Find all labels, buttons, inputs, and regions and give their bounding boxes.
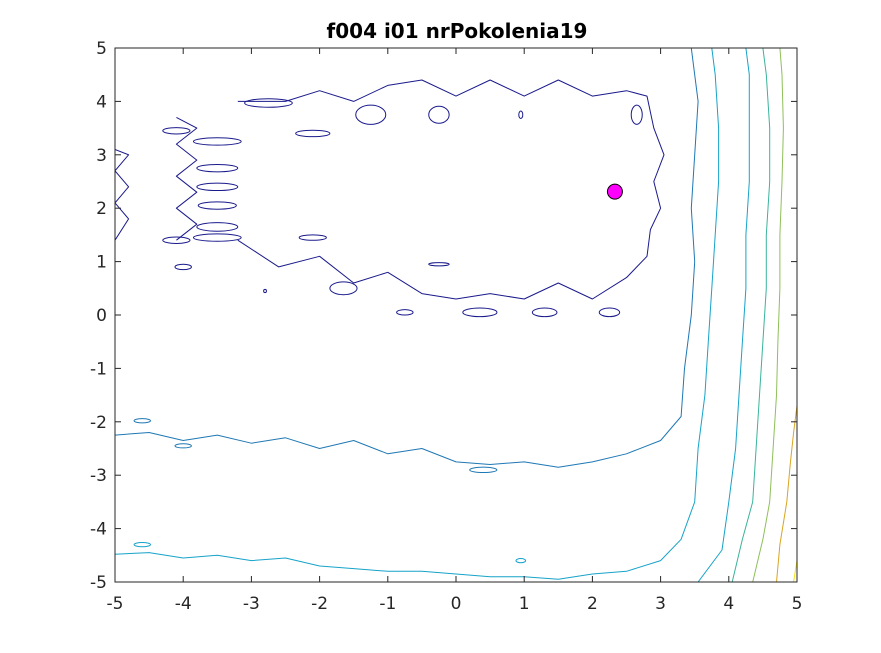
contour-line-level1 [115,149,130,241]
contour-island [469,466,498,474]
contour-island [295,129,331,138]
y-tick-label: -5 [90,573,107,593]
contour-island [192,233,242,242]
contour-island [192,137,242,146]
contour-line-level3 [697,48,750,582]
contour-island [196,182,239,192]
x-tick-label: 3 [655,594,666,614]
contour-line-level1 [175,116,198,241]
contour-island [196,163,239,173]
y-tick-label: -1 [90,359,107,379]
y-tick-label: -3 [90,466,107,486]
x-tick-label: -1 [379,594,396,614]
contour-island [630,104,643,125]
contour-island [396,309,414,316]
best-point-marker [606,183,623,200]
y-tick-label: 1 [96,253,107,273]
chart-title: f004 i01 nrPokolenia19 [327,19,588,43]
y-tick-label: -2 [90,413,107,433]
contour-island [196,222,239,232]
x-tick-label: 2 [587,594,598,614]
contour-island [197,201,237,210]
contour-island [263,288,267,294]
y-tick-label: 5 [96,39,107,59]
x-tick-label: -3 [243,594,260,614]
contour-island [133,542,151,548]
x-tick-label: -4 [175,594,192,614]
contour-island [428,105,450,124]
x-tick-label: -5 [107,594,124,614]
contour-island [428,262,450,267]
x-tick-label: 0 [451,594,462,614]
contour-island [298,234,327,241]
contour-island [462,307,498,318]
y-axis-ticks: 5 4 3 2 1 0 -1 -2 -3 -4 -5 [90,39,797,593]
contour-island [162,236,191,244]
contour-island [133,418,151,424]
contour-island [162,127,191,135]
contour-lines [115,48,797,582]
x-tick-label: 5 [792,594,803,614]
y-tick-label: 3 [96,146,107,166]
contour-island [518,110,524,119]
contour-line-level6 [776,405,797,582]
contour-island [329,281,358,296]
y-tick-label: -4 [90,520,107,540]
contour-line-level4 [731,48,771,582]
contour-island [531,307,558,318]
contour-island [174,443,192,449]
contour-island [515,558,527,564]
contour-line-level1 [237,79,665,300]
y-tick-label: 4 [96,92,107,112]
contour-line-level3 [115,48,720,580]
contour-line-level5 [752,48,784,582]
contour-island [355,104,387,125]
x-tick-label: 1 [519,594,530,614]
contour-island [598,307,621,318]
x-tick-label: 4 [723,594,734,614]
x-axis-ticks: -5 -4 -3 -2 -1 0 1 2 3 4 5 [107,48,803,614]
x-tick-label: -2 [311,594,328,614]
contour-line-level2 [115,48,699,468]
y-tick-label: 2 [96,199,107,219]
contour-island [244,98,293,108]
y-tick-label: 0 [96,306,107,326]
contour-line-level7 [793,560,797,582]
contour-island [174,263,192,271]
